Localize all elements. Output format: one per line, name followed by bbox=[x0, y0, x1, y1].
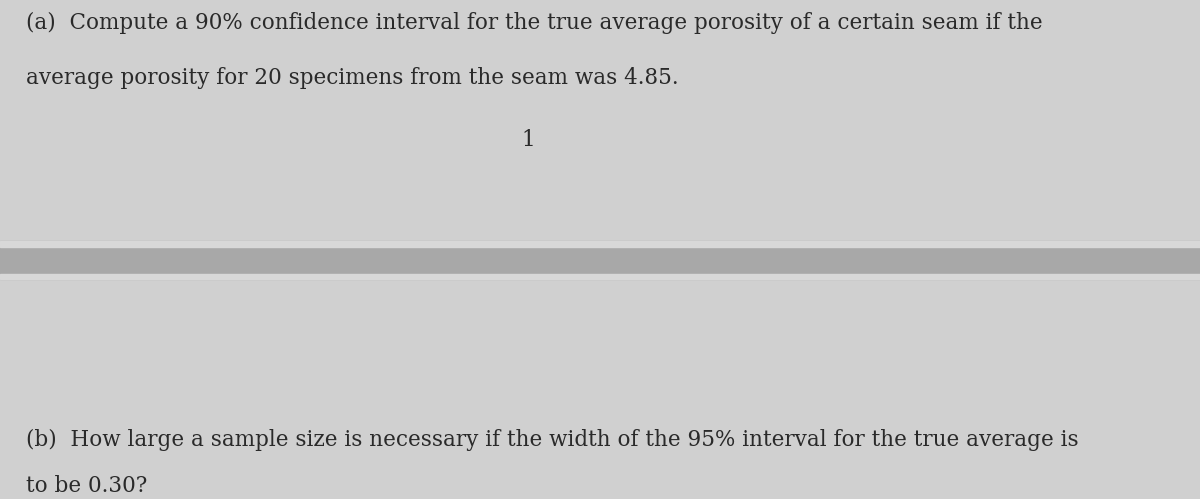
Text: (a)  Compute a 90% confidence interval for the true average porosity of a certai: (a) Compute a 90% confidence interval fo… bbox=[26, 12, 1043, 34]
Text: 1: 1 bbox=[521, 129, 535, 151]
Text: to be 0.30?: to be 0.30? bbox=[26, 475, 148, 497]
Text: average porosity for 20 specimens from the seam was 4.85.: average porosity for 20 specimens from t… bbox=[26, 67, 679, 89]
Text: (b)  How large a sample size is necessary if the width of the 95% interval for t: (b) How large a sample size is necessary… bbox=[26, 429, 1079, 451]
